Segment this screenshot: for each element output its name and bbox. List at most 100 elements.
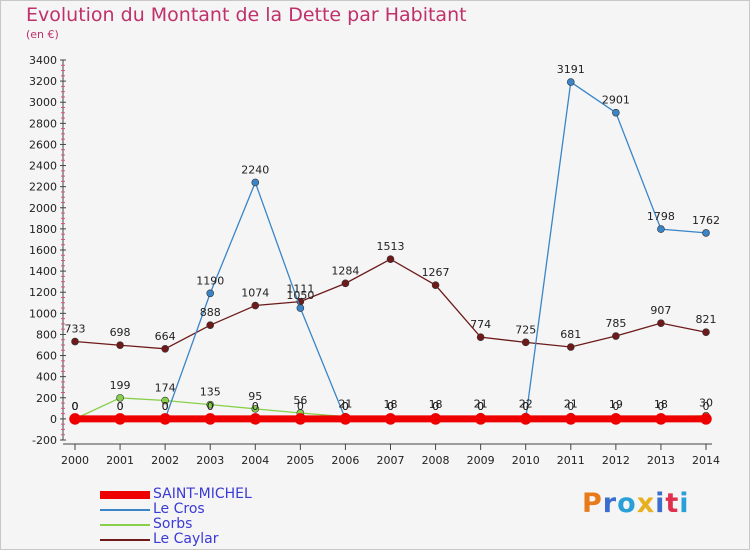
point-le-cros-4 [251,178,260,187]
x-tick-label-12: 2012 [602,454,630,467]
data-label-le-cros-0: 0 [72,400,79,413]
logo-letter: o [617,488,637,519]
x-tick-label-13: 2013 [647,454,675,467]
x-tick-label-10: 2010 [512,454,540,467]
point-le-cros-11 [566,78,575,86]
point-saint-michel-11 [565,413,577,425]
point-le-caylar-4 [251,301,260,310]
point-le-cros-14 [702,229,710,237]
y-tick-label-15: 2800 [29,117,57,130]
point-le-caylar-2 [161,344,169,353]
data-label-saint-michel-9: 0 [477,400,484,413]
data-label-le-cros-13: 1798 [647,210,675,223]
data-label-le-cros-7: 0 [387,400,394,413]
data-label-sorbs-9: 21 [474,398,488,411]
logo-letter: i [679,488,690,519]
data-label-saint-michel-2: 0 [162,400,169,413]
data-label-saint-michel-5: 0 [297,400,304,413]
logo-letter: r [602,488,618,519]
data-label-sorbs-4: 95 [248,390,262,403]
point-le-caylar-14 [702,328,710,337]
data-label-le-caylar-6: 1284 [331,264,359,277]
point-saint-michel-8 [429,413,442,425]
data-label-le-caylar-5: 1111 [286,283,314,296]
y-tick-label-11: 2000 [29,202,57,215]
y-tick-label-4: 600 [36,350,57,363]
data-label-le-caylar-3: 888 [200,306,221,319]
data-label-le-caylar-13: 907 [650,304,671,317]
data-label-le-cros-14: 1762 [692,214,720,227]
x-tick-label-4: 2004 [241,454,269,467]
y-tick-label-18: 3400 [29,54,57,67]
logo-letter: P [582,488,603,519]
legend-label-sorbs: Sorbs [153,516,193,532]
y-tick-label-13: 2400 [29,160,57,173]
point-saint-michel-10 [519,413,532,425]
data-label-le-cros-10: 0 [522,400,529,413]
data-label-saint-michel-6: 0 [342,400,349,413]
chart-subtitle: (en €) [26,28,59,41]
data-label-le-cros-1: 0 [117,400,124,413]
data-label-le-caylar-10: 725 [515,323,536,336]
data-label-le-cros-8: 0 [432,400,439,413]
data-label-sorbs-13: 18 [654,398,668,411]
point-le-caylar-3 [206,321,215,329]
data-label-sorbs-2: 174 [155,382,176,395]
point-saint-michel-4 [249,413,262,425]
point-le-caylar-13 [657,319,665,327]
data-label-le-caylar-4: 1074 [241,287,269,300]
point-le-caylar-1 [116,341,124,350]
point-saint-michel-3 [204,413,216,425]
y-tick-label-16: 3000 [29,96,57,109]
data-label-le-caylar-1: 698 [110,326,131,339]
point-sorbs-1 [116,394,124,402]
y-tick-label-12: 2200 [29,181,57,194]
legend-label-le-caylar: Le Caylar [153,531,219,547]
y-tick-label-7: 1200 [29,286,57,299]
x-tick-label-7: 2007 [377,454,405,467]
point-saint-michel-14 [700,413,712,425]
point-sorbs-2 [161,396,169,405]
data-label-le-cros-11: 3191 [557,63,585,76]
x-tick-label-9: 2009 [467,454,495,467]
x-tick-label-2: 2002 [151,454,179,467]
data-label-le-cros-4: 2240 [241,163,269,176]
point-le-caylar-9 [476,333,485,341]
point-saint-michel-5 [294,413,307,425]
data-label-sorbs-6: 21 [338,398,352,411]
point-le-cros-3 [206,289,215,298]
point-saint-michel-13 [655,413,667,425]
data-label-le-caylar-14: 821 [696,313,717,326]
data-label-saint-michel-12: 0 [612,400,619,413]
data-label-le-cros-12: 2901 [602,94,630,107]
y-tick-label-2: 200 [36,392,57,405]
data-label-saint-michel-14: 0 [703,400,710,413]
y-tick-label-6: 1000 [29,307,57,320]
data-label-le-cros-2: 0 [162,400,169,413]
logo-letter: i [655,488,666,519]
legend-label-saint-michel: SAINT-MICHEL [153,486,252,502]
legend-swatch-saint-michel [100,491,150,499]
point-sorbs-3 [206,400,215,409]
x-tick-label-0: 2000 [61,454,89,467]
data-label-sorbs-8: 18 [429,398,443,411]
data-label-le-caylar-11: 681 [560,328,581,341]
data-label-le-cros-9: 0 [477,400,484,413]
y-tick-label-5: 800 [36,328,57,341]
point-le-caylar-7 [386,255,395,263]
y-tick-label-1: 0 [50,413,57,426]
y-tick-label-0: -200 [32,434,57,447]
data-label-sorbs-12: 19 [609,398,623,411]
data-label-sorbs-5: 56 [293,394,307,407]
data-label-saint-michel-8: 0 [432,400,439,413]
data-label-saint-michel-3: 0 [207,400,214,413]
point-le-cros-12 [612,108,620,117]
y-tick-label-8: 1400 [29,265,57,278]
data-label-saint-michel-10: 0 [522,400,529,413]
point-saint-michel-9 [474,413,487,425]
data-label-sorbs-11: 21 [564,398,578,411]
proxiti-logo: Proxiti [582,488,690,519]
point-saint-michel-12 [610,413,622,425]
point-le-cros-5 [296,304,305,312]
